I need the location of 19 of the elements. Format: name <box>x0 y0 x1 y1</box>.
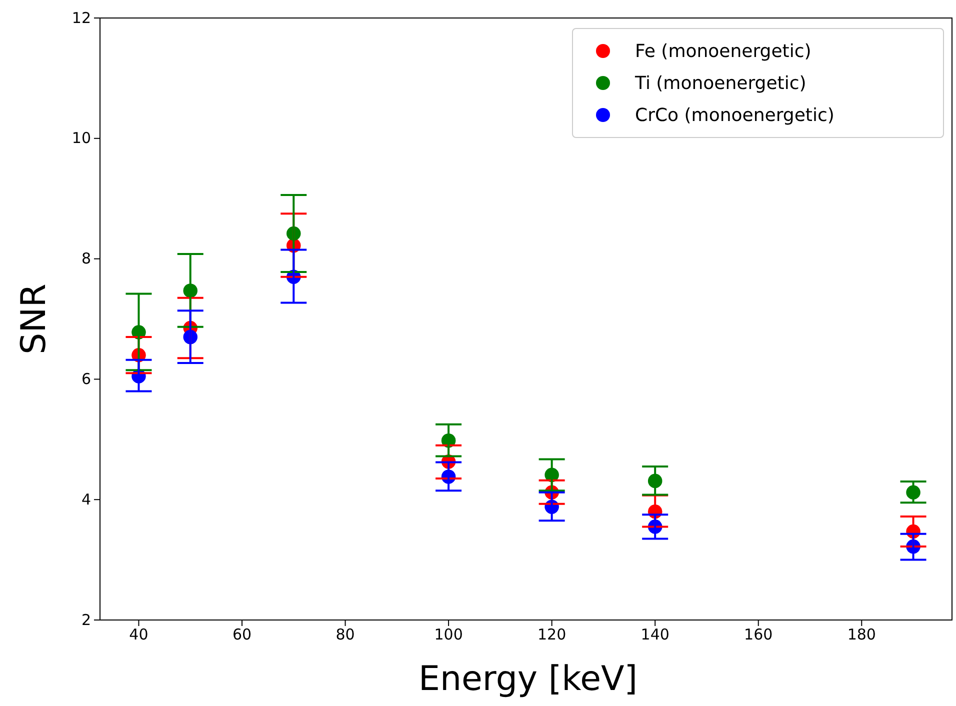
y-tick-label: 8 <box>81 250 91 268</box>
legend-label: Fe (monoenergetic) <box>635 40 812 62</box>
y-tick-label: 12 <box>72 8 91 27</box>
y-axis-title: SNR <box>14 284 54 354</box>
y-tick-label: 10 <box>72 129 91 148</box>
x-tick-label: 140 <box>640 626 670 644</box>
x-tick-label: 60 <box>232 626 252 644</box>
y-tick-label: 4 <box>81 490 91 508</box>
x-tick-label: 40 <box>129 626 148 644</box>
x-tick-label: 180 <box>847 626 876 644</box>
y-tick-label: 2 <box>81 610 91 629</box>
x-axis-title: Energy [keV] <box>418 659 638 699</box>
legend-label: Ti (monoenergetic) <box>635 72 806 94</box>
x-tick-label: 80 <box>336 626 355 644</box>
x-tick-label: 120 <box>538 626 566 644</box>
x-tick-label: 100 <box>434 626 463 644</box>
legend-label: CrCo (monoenergetic) <box>635 104 834 126</box>
x-tick-label: 160 <box>744 626 773 644</box>
y-tick-label: 6 <box>81 370 91 388</box>
